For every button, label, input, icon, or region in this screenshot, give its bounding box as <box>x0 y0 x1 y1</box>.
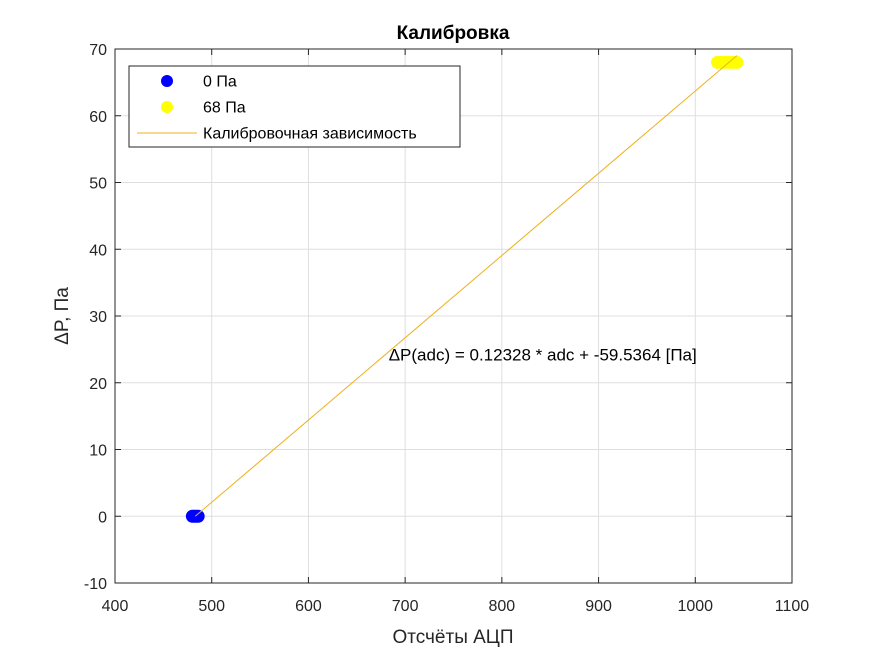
legend-label: 0 Па <box>203 74 237 91</box>
y-tick-label: 0 <box>98 509 107 526</box>
x-axis-label: Отсчёты АЦП <box>392 627 513 648</box>
x-tick-label: 1100 <box>775 598 810 615</box>
equation-annotation: ΔP(adc) = 0.12328 * adc + -59.5364 [Па] <box>389 346 697 365</box>
x-tick-label: 600 <box>295 598 322 615</box>
y-axis-label: ΔP, Па <box>52 287 73 345</box>
x-tick-label: 700 <box>392 598 419 615</box>
y-tick-label: 40 <box>89 242 107 259</box>
annotations: ΔP(adc) = 0.12328 * adc + -59.5364 [Па] <box>389 346 697 365</box>
legend: 0 Па 68 Па Калибровочная зависимость <box>128 65 461 148</box>
calibration-line <box>194 55 738 517</box>
y-tick-label: -10 <box>84 576 107 593</box>
legend-label: Калибровочная зависимость <box>203 126 417 143</box>
series-layer <box>185 55 744 523</box>
x-tick-label: 500 <box>198 598 225 615</box>
x-tick-label: 800 <box>489 598 516 615</box>
tick-labels: 400 500 600 700 800 900 1000 1100 -10 0 10 20 30 40 50… <box>84 42 809 615</box>
data-point <box>730 55 744 69</box>
y-tick-label: 50 <box>89 176 107 193</box>
chart-title: Калибровка <box>397 23 510 44</box>
y-tick-label: 60 <box>89 109 107 126</box>
ticks <box>114 48 793 584</box>
x-tick-label: 400 <box>102 598 129 615</box>
y-tick-label: 70 <box>89 42 107 59</box>
x-tick-label: 1000 <box>677 598 713 615</box>
x-tick-label: 900 <box>585 598 612 615</box>
y-tick-label: 30 <box>89 309 107 326</box>
data-point <box>191 509 205 523</box>
legend-marker <box>161 101 173 113</box>
y-tick-label: 10 <box>89 443 107 460</box>
y-tick-label: 20 <box>89 376 107 393</box>
legend-marker <box>161 75 173 87</box>
legend-label: 68 Па <box>203 100 246 117</box>
